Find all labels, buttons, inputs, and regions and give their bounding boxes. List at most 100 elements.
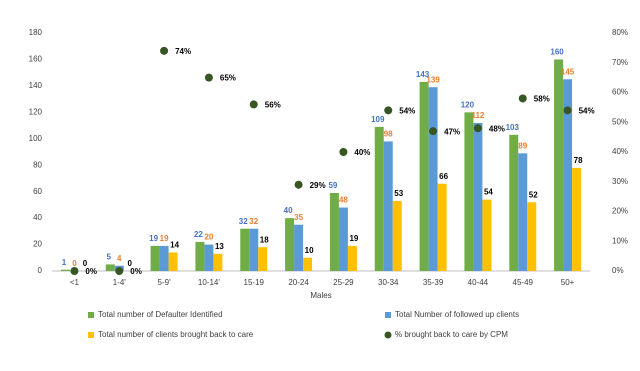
bar <box>347 245 357 271</box>
x-tick-label: 20-24 <box>288 278 309 287</box>
data-label: 13 <box>215 242 224 251</box>
x-tick-label: 25-29 <box>333 278 354 287</box>
y2-tick-label: 70% <box>612 58 628 67</box>
data-label: 78 <box>574 156 583 165</box>
x-tick-label: 30-34 <box>378 278 399 287</box>
data-label: 54 <box>484 188 493 197</box>
data-label: 32 <box>239 217 248 226</box>
x-tick-label: 35-39 <box>423 278 444 287</box>
data-label: 143 <box>416 70 430 79</box>
point <box>115 267 124 275</box>
point <box>249 100 258 109</box>
bar <box>240 228 250 271</box>
bar <box>258 247 268 271</box>
x-tick-label: 1-4' <box>113 278 127 287</box>
bar <box>419 81 429 271</box>
y-tick-label: 100 <box>29 134 43 143</box>
data-label: 58% <box>534 95 550 104</box>
bar <box>482 199 492 271</box>
data-label: 19 <box>160 234 169 243</box>
bar <box>249 228 259 271</box>
x-tick-label: 5-9' <box>158 278 172 287</box>
y-tick-label: 140 <box>29 81 43 90</box>
bar <box>329 192 339 271</box>
bar <box>428 87 438 271</box>
bar <box>374 126 384 271</box>
legend-label: Total Number of followed up clients <box>395 310 519 319</box>
data-label: 112 <box>471 111 484 120</box>
data-label: 47% <box>444 127 460 136</box>
bar <box>159 245 169 271</box>
legend-label: % brought back to care by CPM <box>395 330 508 339</box>
data-label: 19 <box>149 234 158 243</box>
bar <box>338 207 348 271</box>
data-label: 74% <box>175 47 191 56</box>
data-label: 29% <box>310 181 326 190</box>
legend-label: Total number of Defaulter Identified <box>98 310 223 319</box>
y-tick-label: 180 <box>29 28 43 37</box>
bar <box>213 253 223 271</box>
x-tick-label: 15-19 <box>244 278 265 287</box>
data-label: 160 <box>550 48 564 57</box>
data-label: 5 <box>107 252 112 261</box>
bar <box>518 153 528 271</box>
bar <box>105 264 115 271</box>
point <box>563 106 572 115</box>
data-label: 0% <box>85 267 97 276</box>
y2-tick-label: 20% <box>612 207 628 216</box>
y2-tick-label: 50% <box>612 117 628 126</box>
y-tick-label: 120 <box>29 107 43 116</box>
y-tick-label: 80 <box>33 160 42 169</box>
x-tick-label: 50+ <box>561 278 575 287</box>
data-label: 10 <box>305 246 314 255</box>
data-label: 20 <box>204 233 213 242</box>
data-label: 89 <box>518 141 527 150</box>
bar <box>60 269 70 271</box>
point <box>160 46 169 55</box>
data-label: 19 <box>349 234 358 243</box>
data-label: 40% <box>354 148 370 157</box>
x-axis-label: Males <box>310 291 331 300</box>
bar <box>554 59 564 271</box>
data-label: 54% <box>399 106 415 115</box>
legend-swatch <box>88 332 94 338</box>
bar <box>437 183 447 271</box>
data-label: 18 <box>260 235 269 244</box>
bar <box>572 167 582 271</box>
bar <box>464 112 474 271</box>
bar <box>195 241 205 271</box>
point <box>70 267 79 275</box>
bar <box>204 244 214 271</box>
data-label: 4 <box>117 254 122 263</box>
point <box>339 148 348 156</box>
data-label: 35 <box>294 213 303 222</box>
data-label: 120 <box>461 100 475 109</box>
x-tick-label: 40-44 <box>468 278 489 287</box>
bar <box>303 257 313 271</box>
x-tick-label: <1 <box>70 278 80 287</box>
point <box>204 73 213 82</box>
data-label: 56% <box>265 101 281 110</box>
data-label: 59 <box>328 181 337 190</box>
data-label: 109 <box>371 115 385 124</box>
data-label: 0 <box>128 259 133 268</box>
y-tick-label: 20 <box>33 240 42 249</box>
y2-tick-label: 30% <box>612 177 628 186</box>
legend-swatch <box>385 312 391 318</box>
bar <box>392 200 402 271</box>
data-label: 22 <box>194 230 203 239</box>
bar <box>527 202 537 271</box>
data-label: 53 <box>394 189 403 198</box>
bar <box>509 134 519 271</box>
data-label: 1 <box>62 258 67 267</box>
bar <box>150 245 160 271</box>
point <box>518 94 527 103</box>
legend-swatch <box>384 331 392 339</box>
x-tick-label: 45-49 <box>513 278 534 287</box>
data-label: 32 <box>249 217 258 226</box>
point <box>473 124 482 133</box>
data-label: 0% <box>130 267 142 276</box>
data-label: 145 <box>561 67 575 76</box>
data-label: 52 <box>529 190 538 199</box>
